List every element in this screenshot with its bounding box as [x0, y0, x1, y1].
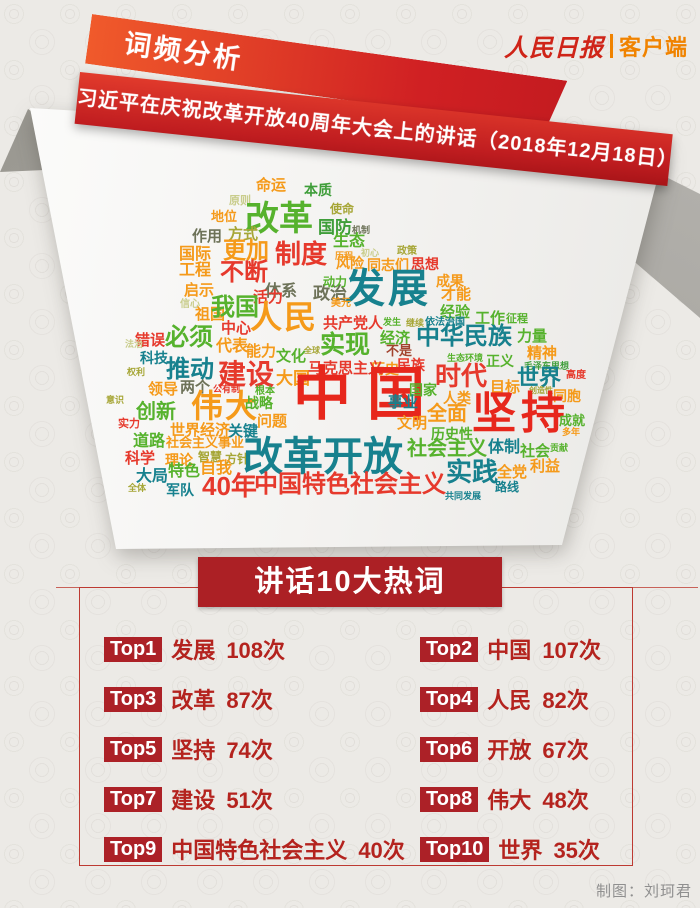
hot-word-row: Top2 中国 107次 [420, 633, 616, 665]
rank-badge: Top2 [420, 636, 479, 662]
hot-word-row: Top8 伟大 48次 [420, 783, 616, 815]
rank-badge: Top4 [420, 686, 479, 712]
hot-word-label: 建设 [171, 788, 216, 813]
logo-divider [609, 33, 613, 58]
hot-word-label: 发展 [171, 638, 216, 663]
credit: 制图：刘珂君 [595, 883, 692, 900]
rank-badge: Top1 [104, 636, 163, 662]
hot-word-count: 40次 [358, 838, 405, 863]
hot-word-label: 人民 [487, 688, 532, 713]
hot-word-row: Top6 开放 67次 [420, 733, 616, 765]
rank-badge: Top5 [104, 736, 163, 762]
hot-word-row: Top1 发展 108次 [104, 633, 420, 665]
hot-word-count: 51次 [226, 788, 273, 813]
hot-word-label: 世界 [498, 838, 543, 863]
hot-word-row: Top5 坚持 74次 [104, 733, 420, 765]
hot-word-count: 67次 [542, 738, 589, 763]
hot-word-count: 35次 [553, 838, 600, 863]
rank-badge: Top9 [104, 836, 163, 862]
rank-badge: Top8 [420, 786, 479, 812]
peoples-daily-wordmark: 人民日报 [503, 36, 604, 62]
client-label: 客户端 [618, 34, 688, 60]
hot-words-title: 讲话10大热词 [198, 557, 502, 607]
hot-word-count: 107次 [542, 638, 602, 663]
rank-badge: Top7 [104, 786, 163, 812]
hot-word-row: Top3 改革 87次 [104, 683, 420, 715]
hot-word-row: Top4 人民 82次 [420, 683, 616, 715]
peoples-daily-logo: 人民日报 客户端 [504, 28, 688, 63]
hot-word-count: 48次 [542, 788, 589, 813]
hot-word-label: 伟大 [487, 788, 532, 813]
hot-word-count: 74次 [226, 738, 273, 763]
hot-word-row: Top7 建设 51次 [104, 783, 420, 815]
hot-word-count: 82次 [542, 688, 589, 713]
hot-word-label: 改革 [171, 688, 216, 713]
hot-word-label: 中国特色社会主义 [171, 838, 348, 863]
hot-word-label: 中国 [487, 638, 532, 663]
hot-word-count: 87次 [226, 688, 273, 713]
hot-word-label: 开放 [487, 738, 532, 763]
rank-badge: Top10 [420, 836, 490, 862]
hot-words-list: Top1 发展 108次 Top2 中国 107次 Top3 改革 87次 To… [104, 633, 616, 865]
rank-badge: Top6 [420, 736, 479, 762]
hot-word-row: Top9 中国特色社会主义 40次 [104, 833, 420, 865]
hot-word-row: Top10 世界 35次 [420, 833, 616, 865]
hot-word-count: 108次 [226, 638, 286, 663]
rank-badge: Top3 [104, 686, 163, 712]
hot-word-label: 坚持 [171, 738, 216, 763]
